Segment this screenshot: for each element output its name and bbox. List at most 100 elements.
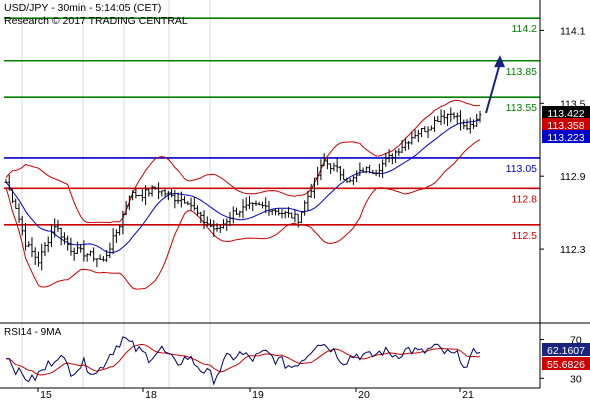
candle: [358, 162, 362, 176]
candle: [400, 140, 404, 154]
candle: [105, 249, 109, 262]
candle: [429, 125, 433, 131]
candle: [92, 247, 96, 262]
y-tick-label: 112.3: [560, 244, 586, 256]
candle: [247, 195, 251, 209]
candle: [40, 243, 44, 271]
rsi-line: [5, 336, 481, 386]
candle: [62, 232, 66, 245]
candle: [95, 258, 99, 268]
rsi-badge-label: 55.6826: [547, 359, 585, 371]
candle: [312, 177, 316, 199]
rsi-badge-label: 62.1607: [547, 345, 585, 357]
candle: [319, 159, 323, 181]
candle: [66, 235, 70, 251]
candle: [134, 188, 138, 199]
candle: [69, 237, 73, 256]
x-tick-label: 15: [40, 389, 52, 400]
rsi-badge-rsi_red: 55.6826: [542, 357, 590, 371]
candle: [459, 110, 463, 131]
candle: [335, 157, 339, 173]
candle: [33, 247, 37, 266]
rsi-badge-box: [542, 343, 590, 356]
candle: [332, 162, 336, 172]
price-badge-label: 113.223: [547, 132, 584, 144]
candle: [384, 152, 388, 167]
rsi-badge-box: [542, 357, 590, 370]
price-badge-blue: 113.223: [542, 130, 590, 144]
candle: [241, 199, 245, 219]
price-badge-box: [542, 118, 590, 131]
candle: [394, 149, 398, 163]
price-badge-red: 113.358: [542, 118, 590, 132]
candle: [202, 210, 206, 230]
candle: [475, 113, 479, 127]
candle: [101, 256, 105, 262]
candle: [280, 208, 284, 219]
candles-layer: [4, 107, 482, 271]
candle: [348, 177, 352, 183]
candle: [364, 166, 368, 174]
candle: [137, 194, 141, 197]
candle: [309, 183, 313, 198]
candle: [124, 200, 128, 216]
candle: [43, 241, 47, 257]
moving-average: [5, 119, 481, 254]
candle: [163, 188, 167, 197]
candle: [140, 189, 144, 202]
candle: [468, 117, 472, 134]
candle: [342, 168, 346, 181]
candle: [36, 251, 40, 267]
candle: [166, 190, 170, 201]
candle: [7, 174, 11, 191]
forecast-arrow-shaft: [485, 62, 501, 114]
candle: [53, 218, 57, 238]
candle: [150, 185, 154, 197]
candle: [23, 223, 27, 251]
candle: [218, 224, 222, 234]
candle: [403, 138, 407, 151]
candle: [254, 200, 258, 207]
candle: [329, 163, 333, 174]
candle: [251, 202, 255, 212]
candle: [147, 188, 151, 197]
candle: [196, 205, 200, 216]
candle: [423, 126, 427, 133]
candle: [410, 131, 414, 145]
candle: [10, 189, 14, 203]
candle: [75, 241, 79, 254]
candle: [160, 190, 164, 197]
candle: [257, 201, 261, 206]
rsi-tick-label: 70: [570, 335, 582, 347]
y-tick-label: 114.1: [560, 25, 586, 37]
bollinger-upper: [5, 99, 481, 224]
price-badge-label: 113.358: [547, 120, 584, 132]
x-tick-label: 18: [145, 389, 157, 400]
candle: [325, 158, 329, 170]
candle: [316, 166, 320, 186]
price-badge-box: [542, 106, 590, 119]
candle: [374, 169, 378, 177]
candle: [79, 244, 83, 253]
candle: [176, 192, 180, 204]
candle: [199, 211, 203, 224]
candle: [449, 107, 453, 123]
candle: [377, 163, 381, 178]
candle: [205, 216, 209, 227]
candle: [413, 129, 417, 139]
chart-title: USD/JPY - 30min - 5:14:05 (CET): [4, 2, 162, 14]
candle: [465, 119, 469, 131]
candle: [225, 218, 229, 232]
level-label: 113.85: [506, 66, 537, 78]
candle: [260, 201, 264, 209]
candle: [228, 211, 232, 227]
candle: [27, 241, 31, 248]
candle: [273, 208, 277, 216]
candle: [387, 149, 391, 163]
candle: [368, 164, 372, 174]
candle: [416, 129, 420, 143]
candle: [82, 240, 86, 262]
